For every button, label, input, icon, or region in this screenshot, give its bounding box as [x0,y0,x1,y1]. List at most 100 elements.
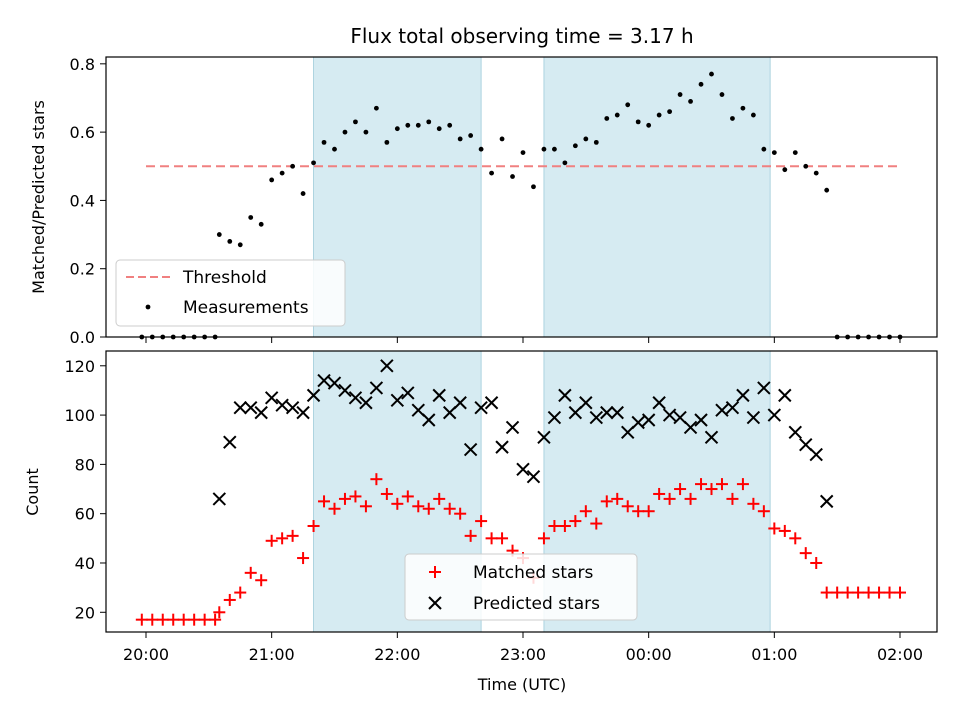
predicted-star-point [411,403,425,417]
matched-star-point [177,613,190,626]
bottom-y-axis-label: Count [23,468,42,516]
predicted-star-point [547,410,562,425]
predicted-star-point [505,420,520,435]
matched-star-point [167,613,180,626]
predicted-legend-label: Predicted stars [473,594,600,614]
matched-star-point [684,492,697,505]
measurement-point [248,215,254,220]
predicted-star-point [819,494,834,509]
matched-star-point [401,490,414,503]
predicted-star-point [673,410,687,425]
bottom-points [135,359,906,626]
matched-star-point [188,613,201,626]
predicted-star-point [422,413,436,427]
measurement-point [614,112,620,118]
matched-star-point [391,497,404,510]
measurements-legend-label: Measurements [183,298,309,318]
measurement-point [572,143,578,149]
predicted-star-point [401,386,415,400]
measurement-point [730,116,735,121]
matched-star-point [852,586,865,599]
matched-star-point [146,613,159,626]
measurement-point [394,126,400,132]
matched-star-point [209,613,222,626]
measurement-point [405,122,411,128]
matched-star-point [422,502,435,515]
measurement-point [415,122,421,128]
measurement-point [688,98,693,104]
y-tick-label: 40 [75,554,95,573]
measurement-point [646,122,652,128]
measurement-point [520,150,526,156]
matched-star-point [156,613,169,626]
predicted-star-point [799,437,813,452]
matched-star-point [464,529,477,542]
measurement-point [353,119,358,125]
measurement-point [667,109,673,115]
measurement-point [300,191,306,196]
predicted-star-point [809,447,823,462]
predicted-star-point [683,420,698,435]
matched-star-point [642,505,655,518]
matched-star-point [454,507,467,520]
matched-star-point [198,613,211,626]
measurement-point [311,160,316,166]
matched-star-point [736,478,749,491]
measurement-point [771,150,777,156]
measurement-point [373,105,379,111]
measurement-point [552,146,557,152]
predicted-star-point [244,400,258,415]
matched-star-point [485,532,498,545]
predicted-star-point [641,413,656,427]
shaded-span [543,56,771,338]
predicted-legend-swatch [428,596,442,610]
measurement-point [803,163,809,169]
measurement-point [541,146,547,152]
matched-star-point [443,502,456,515]
top-y-axis-label: Matched/Predicted stars [29,100,48,294]
matched-star-point [632,505,645,518]
measurement-point [321,139,327,145]
matched-star-point [726,492,739,505]
measurement-point [290,163,296,169]
matched-star-point [433,492,446,505]
chart-title: Flux total observing time = 3.17 h [350,24,693,48]
measurement-point [426,119,432,125]
matched-star-point [757,505,770,518]
matched-star-point [412,500,425,513]
matched-legend-label: Matched stars [473,563,593,583]
predicted-star-point [579,396,593,410]
matched-star-point [663,492,676,505]
matched-star-point [276,532,289,545]
predicted-star-point [516,462,530,477]
bottom-chart: 20 40 60 80 100 120 20:00 21:00 22:00 23:00 00:00… [23,350,938,694]
x-tick-label: 20:00 [123,645,169,664]
y-tick-label: 120 [64,357,95,376]
matched-star-point [590,517,603,530]
measurement-point [342,129,348,135]
predicted-star-point [589,410,604,425]
measurement-point [750,112,756,118]
measurements-legend-swatch [145,304,151,310]
matched-star-point [569,515,582,528]
y-tick-label: 0.0 [70,328,95,347]
predicted-star-point [746,410,761,425]
predicted-star-point [359,396,373,410]
matched-legend-swatch [429,566,441,578]
top-legend-box [115,259,346,327]
matched-star-point [600,495,613,508]
predicted-star-point [757,381,771,395]
measurement-point [227,238,233,244]
bottom-legend: Matched stars Predicted stars [404,553,638,621]
matched-star-point [380,487,393,500]
measurement-point [447,122,453,128]
matched-star-point [359,500,372,513]
bottom-legend-box [404,553,638,621]
predicted-star-point [484,396,499,410]
matched-star-point [318,495,331,508]
predicted-star-point [432,388,446,403]
measurement-point [363,129,369,135]
predicted-star-point [526,470,541,484]
predicted-star-point [568,405,583,420]
